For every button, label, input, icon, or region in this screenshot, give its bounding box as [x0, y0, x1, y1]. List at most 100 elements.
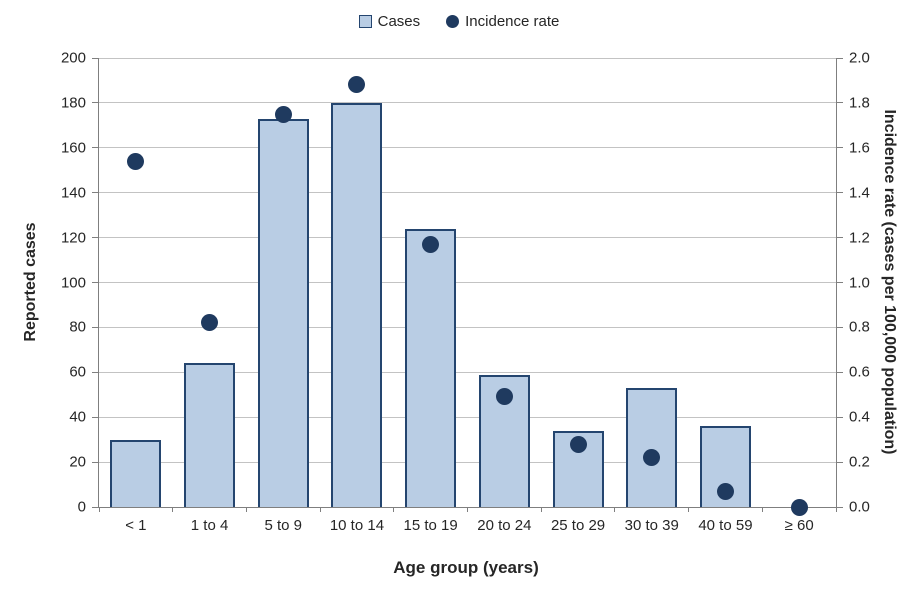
- gridline: [99, 147, 836, 149]
- left-axis-tick: [92, 237, 99, 239]
- left-axis-tick: [92, 416, 99, 418]
- y-axis-tick-label-right: 1.4: [849, 184, 870, 202]
- left-axis-tick: [92, 506, 99, 508]
- gridline: [99, 461, 836, 463]
- y-axis-tick-label-left: 180: [60, 94, 86, 112]
- bar: [110, 439, 162, 507]
- x-axis-tick: [245, 507, 247, 512]
- x-axis-tick-label: 25 to 29: [550, 517, 606, 534]
- gridline: [99, 371, 836, 373]
- left-axis-tick: [92, 371, 99, 373]
- left-axis-tick: [92, 102, 99, 104]
- bar: [478, 374, 530, 507]
- incidence-rate-circle-icon: [446, 15, 460, 28]
- legend-label-incidence-rate: Incidence rate: [465, 13, 560, 30]
- legend-item-incidence-rate: Incidence rate: [446, 13, 559, 30]
- bar: [405, 228, 457, 507]
- bar: [184, 363, 236, 507]
- data-point: [495, 388, 513, 406]
- x-axis-tick: [393, 507, 395, 512]
- x-axis-tick: [467, 507, 468, 512]
- legend-item-cases: Cases: [358, 13, 421, 30]
- x-axis-tick-label: 1 to 4: [190, 517, 229, 534]
- y-axis-tick-label-right: 0.4: [849, 408, 870, 426]
- gridline: [99, 192, 836, 194]
- left-axis-tick: [92, 57, 99, 59]
- right-axis-tick: [836, 506, 843, 508]
- x-axis-tick: [98, 507, 100, 512]
- x-axis-tick: [319, 507, 321, 512]
- legend: Cases Incidence rate: [0, 13, 918, 30]
- y-axis-tick-label-left: 40: [69, 408, 86, 426]
- y-axis-tick-label-right: 1.8: [849, 94, 870, 112]
- y-axis-tick-label-right: 1.6: [849, 139, 870, 157]
- x-axis-tick-label: < 1: [125, 517, 147, 534]
- y-axis-tick-label-left: 0: [77, 498, 86, 516]
- left-axis-tick: [92, 192, 99, 194]
- y-axis-tick-label-right: 1.2: [849, 229, 870, 247]
- y-axis-tick-label-right: 0.0: [849, 498, 870, 516]
- y-axis-tick-label-right: 0.2: [849, 453, 870, 471]
- y-axis-tick-label-right: 2.0: [849, 49, 870, 67]
- x-axis-tick: [761, 507, 763, 512]
- x-axis-tick-label: 5 to 9: [264, 517, 303, 534]
- x-axis-tick-label: 20 to 24: [477, 517, 532, 534]
- y-axis-tick-label-right: 0.8: [849, 318, 870, 336]
- right-axis-tick: [836, 326, 843, 328]
- y-axis-tick-label-left: 80: [69, 318, 86, 336]
- x-axis-tick: [688, 507, 690, 512]
- y-axis-tick-label-left: 140: [60, 184, 86, 202]
- y-axis-tick-label-left: 60: [69, 363, 86, 381]
- right-axis-tick: [836, 57, 843, 59]
- gridline: [99, 57, 836, 59]
- left-axis-tick: [92, 461, 99, 463]
- right-axis-tick: [836, 416, 843, 418]
- y-axis-tick-label-left: 200: [60, 49, 86, 67]
- data-point: [790, 498, 808, 516]
- right-axis-tick: [836, 461, 843, 463]
- data-point: [274, 105, 292, 123]
- right-axis-tick: [836, 102, 843, 104]
- right-axis-tick: [836, 237, 843, 239]
- right-axis-tick: [836, 192, 843, 194]
- gridline: [99, 326, 836, 328]
- data-point: [127, 152, 145, 170]
- y-axis-tick-label-left: 100: [60, 274, 86, 291]
- y-axis-tick-label-left: 160: [60, 139, 86, 157]
- y-axis-tick-label-left: 20: [69, 453, 86, 471]
- legend-label-cases: Cases: [377, 13, 421, 30]
- left-axis-tick: [92, 326, 99, 328]
- x-axis-title: Age group (years): [393, 558, 539, 577]
- x-axis-tick-label: 40 to 59: [698, 517, 753, 534]
- data-point: [348, 76, 366, 94]
- x-axis-tick-label: 30 to 39: [624, 517, 679, 534]
- bar: [331, 102, 383, 507]
- left-axis-title: Reported cases: [22, 222, 39, 342]
- x-axis-tick-label: ≥ 60: [784, 517, 814, 534]
- bar: [626, 388, 678, 507]
- data-point: [422, 235, 440, 253]
- right-axis-tick: [836, 282, 843, 283]
- data-point: [716, 482, 734, 500]
- left-axis-tick: [92, 147, 99, 149]
- left-axis-tick: [92, 282, 99, 283]
- y-axis-tick-label-left: 120: [60, 229, 86, 247]
- right-axis-tick: [836, 371, 843, 373]
- x-axis-tick: [614, 507, 616, 512]
- data-point: [643, 449, 661, 467]
- plot-area: 0 0.0 20 0.2 40 0.4 60 0.6 80 0.8 100 1.0 120 1.2 140 1…: [61, 50, 870, 535]
- x-axis-tick: [172, 507, 174, 512]
- gridline: [99, 102, 836, 104]
- gridline: [99, 237, 836, 239]
- x-axis-tick: [540, 507, 542, 512]
- y-axis-tick-label-right: 0.6: [849, 363, 870, 381]
- x-axis-tick: [835, 507, 837, 512]
- y-axis-tick-label-right: 1.0: [849, 274, 870, 291]
- data-point: [201, 314, 219, 332]
- data-point: [569, 435, 587, 453]
- gridline: [99, 416, 836, 418]
- gridline: [99, 282, 836, 283]
- right-axis-tick: [836, 147, 843, 149]
- x-axis-tick-label: 10 to 14: [329, 517, 385, 534]
